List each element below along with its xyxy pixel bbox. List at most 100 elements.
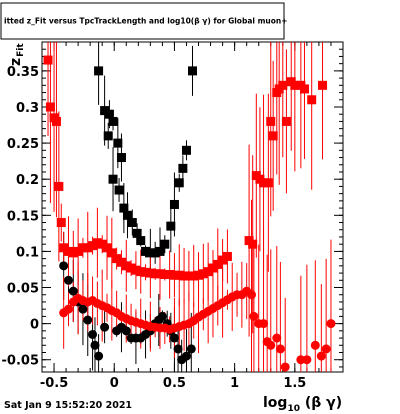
data-point-square: [166, 221, 176, 231]
data-point-square: [160, 270, 170, 280]
data-point-square: [188, 66, 197, 76]
data-point-square: [78, 243, 88, 253]
x-tick-label: 1.5: [283, 376, 306, 391]
data-point-square: [51, 116, 61, 126]
data-point-square: [281, 116, 291, 126]
data-point-square: [141, 246, 151, 256]
data-point-square: [194, 270, 204, 280]
data-point-square: [97, 239, 107, 249]
data-point-square: [179, 271, 189, 281]
data-point-square: [104, 109, 114, 119]
y-tick-label: 0.3: [16, 101, 39, 116]
data-point-circle: [316, 351, 326, 361]
data-point-square: [126, 263, 136, 273]
y-tick-label: 0: [30, 318, 39, 333]
data-point-square: [263, 178, 273, 188]
data-point-circle: [169, 333, 179, 343]
data-point-square: [116, 257, 126, 267]
data-point-circle: [259, 319, 269, 329]
data-point-square: [248, 239, 258, 249]
data-point-square: [131, 265, 141, 275]
data-point-square: [318, 80, 328, 90]
data-point-square: [218, 255, 228, 265]
data-point-square: [112, 254, 122, 264]
data-point-square: [94, 66, 104, 76]
data-point-square: [198, 269, 208, 279]
data-point-square: [136, 236, 146, 246]
axis-ticks: [41, 42, 344, 372]
data-point-square: [59, 243, 69, 253]
data-point-square: [208, 263, 218, 273]
data-point-square: [178, 163, 188, 173]
data-point-square: [54, 181, 64, 191]
data-point-circle: [83, 315, 93, 325]
data-point-square: [278, 80, 288, 90]
data-point-circle: [249, 311, 259, 321]
data-point-square: [45, 102, 55, 112]
data-point-square: [107, 248, 117, 258]
data-point-square: [150, 248, 160, 258]
data-point-circle: [186, 344, 196, 354]
data-point-square: [63, 246, 73, 256]
data-point-square: [222, 251, 232, 261]
data-point-square: [113, 138, 123, 148]
plot-frame: [41, 41, 344, 373]
data-point-square: [184, 271, 194, 281]
data-point-square: [174, 178, 184, 188]
data-point-square: [155, 246, 165, 256]
data-point-circle: [321, 344, 331, 354]
y-tick-label: 0.35: [7, 65, 39, 80]
data-point-square: [100, 106, 110, 116]
data-point-circle: [266, 340, 276, 350]
data-point-square: [145, 268, 155, 278]
timestamp: Sat Jan 9 15:52:20 2021: [4, 400, 132, 411]
data-point-square: [119, 203, 129, 213]
data-markers: [43, 55, 336, 372]
data-point-square: [181, 145, 191, 155]
y-tick-label: -0.05: [2, 354, 39, 369]
data-point-circle: [326, 319, 336, 329]
x-tick-label: 0.5: [163, 376, 186, 391]
data-point-square: [145, 248, 155, 258]
data-point-square: [136, 267, 146, 277]
data-point-square: [114, 185, 124, 195]
data-point-circle: [63, 275, 73, 285]
data-point-square: [213, 259, 223, 269]
data-point-square: [141, 267, 151, 277]
data-point-circle: [94, 351, 104, 361]
data-point-square: [299, 84, 309, 94]
data-point-square: [43, 55, 53, 65]
data-point-circle: [173, 344, 183, 354]
data-point-circle: [272, 333, 282, 343]
data-point-circle: [181, 351, 191, 361]
data-point-square: [307, 95, 317, 105]
data-point-square: [103, 131, 113, 141]
data-point-square: [150, 269, 160, 279]
data-point-square: [121, 261, 131, 271]
x-tick-labels: -0.5 0 0.5 1 1.5: [40, 376, 307, 391]
data-point-square: [268, 131, 278, 141]
y-tick-label: 0.1: [16, 245, 39, 260]
data-point-circle: [59, 261, 69, 271]
data-point-square: [127, 218, 137, 228]
data-point-square: [203, 267, 213, 277]
data-point-square: [122, 210, 132, 220]
title-frame: [0, 2, 285, 40]
y-tick-label: 0.15: [7, 209, 39, 224]
chart-title: itted z_Fit versus TpcTrackLength and lo…: [4, 17, 288, 26]
data-point-square: [108, 174, 118, 184]
data-point-square: [102, 243, 112, 253]
data-point-circle: [88, 329, 98, 339]
x-tick-label: 0: [110, 376, 119, 391]
data-point-square: [116, 153, 126, 163]
data-point-square: [169, 270, 179, 280]
data-point-square: [174, 270, 184, 280]
data-point-circle: [157, 311, 167, 321]
data-point-square: [169, 199, 179, 209]
y-tick-label: 0.2: [16, 173, 39, 188]
data-point-circle: [246, 290, 256, 300]
x-tick-label: -0.5: [40, 376, 68, 391]
y-axis-label: zFit: [8, 43, 26, 66]
